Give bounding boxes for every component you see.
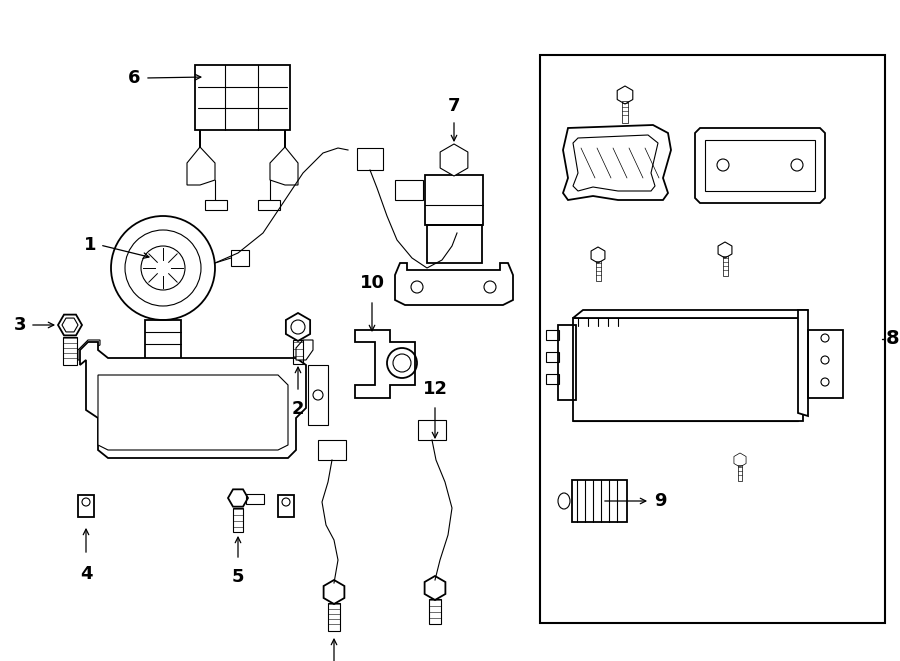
Bar: [293, 340, 303, 364]
Bar: [546, 330, 559, 340]
Bar: [231, 250, 249, 266]
Bar: [395, 180, 423, 200]
Bar: [596, 260, 600, 281]
Polygon shape: [425, 576, 446, 600]
Circle shape: [111, 216, 215, 320]
Polygon shape: [617, 86, 633, 104]
Polygon shape: [324, 580, 345, 604]
Polygon shape: [591, 247, 605, 263]
Polygon shape: [228, 489, 248, 507]
Bar: [308, 365, 328, 425]
Text: 6: 6: [128, 69, 140, 87]
Bar: [233, 508, 243, 532]
Text: 10: 10: [359, 274, 384, 292]
Bar: [258, 200, 280, 210]
Bar: [318, 440, 346, 460]
Text: 5: 5: [232, 568, 244, 586]
Bar: [540, 55, 885, 623]
Bar: [63, 337, 77, 365]
Bar: [558, 325, 576, 400]
Bar: [246, 494, 264, 504]
Bar: [546, 374, 559, 384]
Bar: [427, 225, 482, 263]
Bar: [145, 320, 181, 368]
Bar: [429, 599, 441, 624]
Polygon shape: [718, 242, 732, 258]
Bar: [573, 318, 803, 421]
Polygon shape: [798, 310, 808, 416]
Bar: [195, 65, 290, 130]
Polygon shape: [440, 144, 468, 176]
Bar: [78, 495, 94, 517]
Bar: [278, 495, 294, 517]
Text: 9: 9: [654, 492, 667, 510]
Text: 1: 1: [84, 236, 96, 254]
Text: 3: 3: [14, 316, 26, 334]
Polygon shape: [80, 342, 306, 458]
Bar: [808, 330, 843, 398]
Bar: [738, 465, 742, 481]
Polygon shape: [573, 310, 808, 318]
Bar: [418, 420, 446, 440]
Polygon shape: [705, 140, 815, 191]
Bar: [622, 101, 628, 124]
Polygon shape: [62, 318, 78, 332]
Polygon shape: [563, 125, 671, 200]
Polygon shape: [573, 135, 658, 191]
Text: 12: 12: [422, 380, 447, 398]
Text: 8: 8: [886, 329, 900, 348]
Circle shape: [141, 246, 185, 290]
Text: 2: 2: [292, 400, 304, 418]
Bar: [328, 603, 340, 631]
Circle shape: [125, 230, 201, 306]
Polygon shape: [98, 375, 288, 450]
Polygon shape: [734, 453, 746, 467]
Polygon shape: [78, 340, 100, 360]
Polygon shape: [395, 263, 513, 305]
Bar: [723, 256, 727, 276]
Polygon shape: [355, 330, 415, 398]
Bar: [546, 352, 559, 362]
Bar: [425, 175, 483, 225]
Bar: [205, 200, 227, 210]
Polygon shape: [296, 340, 313, 360]
Polygon shape: [695, 128, 825, 203]
Bar: [572, 480, 627, 522]
Text: 7: 7: [448, 97, 460, 115]
Polygon shape: [187, 130, 215, 185]
Polygon shape: [286, 313, 310, 341]
Bar: [357, 148, 383, 170]
Polygon shape: [58, 315, 82, 335]
Polygon shape: [270, 130, 298, 185]
Text: 4: 4: [80, 565, 92, 583]
